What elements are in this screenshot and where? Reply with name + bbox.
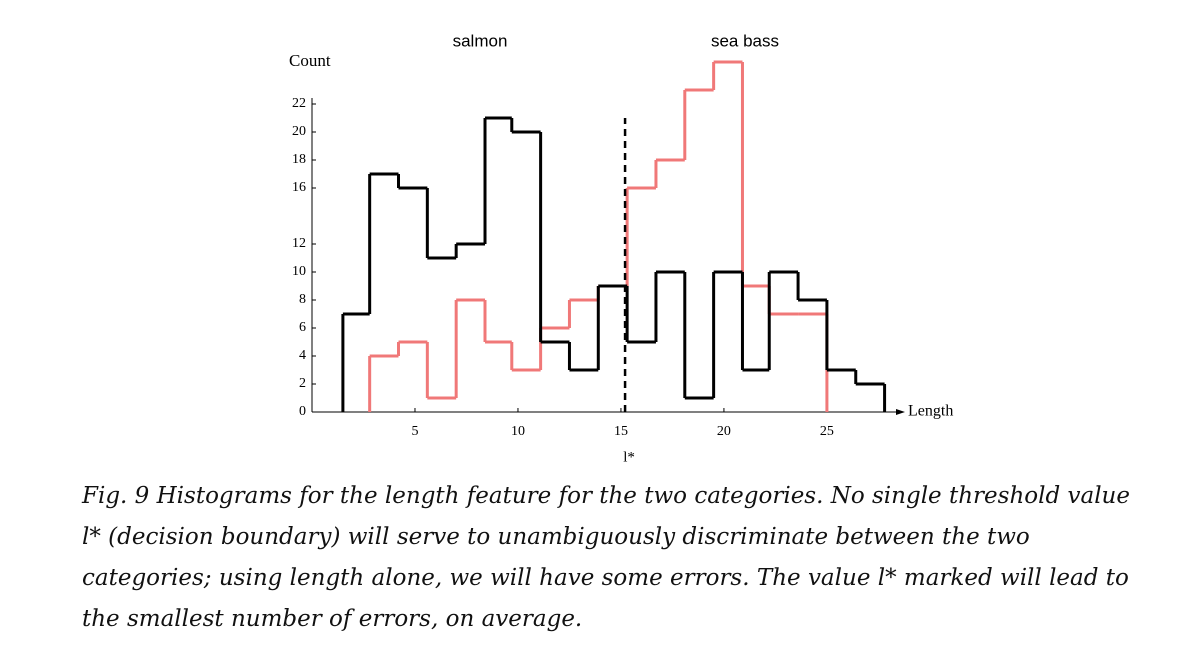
- y-tick-label: 12: [292, 236, 306, 251]
- y-tick-label: 2: [299, 376, 306, 391]
- caption-line: the smallest number of errors, on averag…: [82, 606, 583, 632]
- x-axis-arrow: [896, 409, 905, 415]
- caption-line: Fig. 9 Histograms for the length feature…: [82, 483, 1130, 509]
- y-tick-label: 10: [292, 264, 306, 279]
- y-tick-label: 4: [299, 348, 306, 363]
- y-tick-label: 18: [292, 152, 306, 167]
- x-tick-label: 20: [717, 424, 731, 439]
- x-tick-label: 15: [614, 424, 628, 439]
- x-tick-label: 25: [820, 424, 834, 439]
- x-axis-label: Length: [908, 403, 953, 420]
- caption-line: categories; using length alone, we will …: [82, 565, 1129, 591]
- threshold-label: l*: [623, 449, 635, 465]
- y-tick-label: 0: [299, 404, 306, 419]
- y-tick-label: 8: [299, 292, 306, 307]
- x-tick-label: 5: [411, 424, 418, 439]
- y-tick-label: 22: [292, 96, 306, 111]
- y-tick-label: 20: [292, 124, 306, 139]
- chart: Count Length 0 2 4 6 8 10 12 16 18 20 22 5 10 15 20 25 s…: [289, 31, 953, 465]
- caption: Fig. 9 Histograms for the length feature…: [82, 476, 1172, 640]
- series-label: sea bass: [711, 31, 779, 50]
- series-label: salmon: [453, 31, 508, 50]
- y-tick-label: 6: [299, 320, 306, 335]
- x-tick-label: 10: [511, 424, 525, 439]
- y-tick-label: 16: [292, 180, 306, 195]
- caption-line: l* (decision boundary) will serve to una…: [82, 524, 1030, 550]
- y-axis-label: Count: [289, 51, 331, 70]
